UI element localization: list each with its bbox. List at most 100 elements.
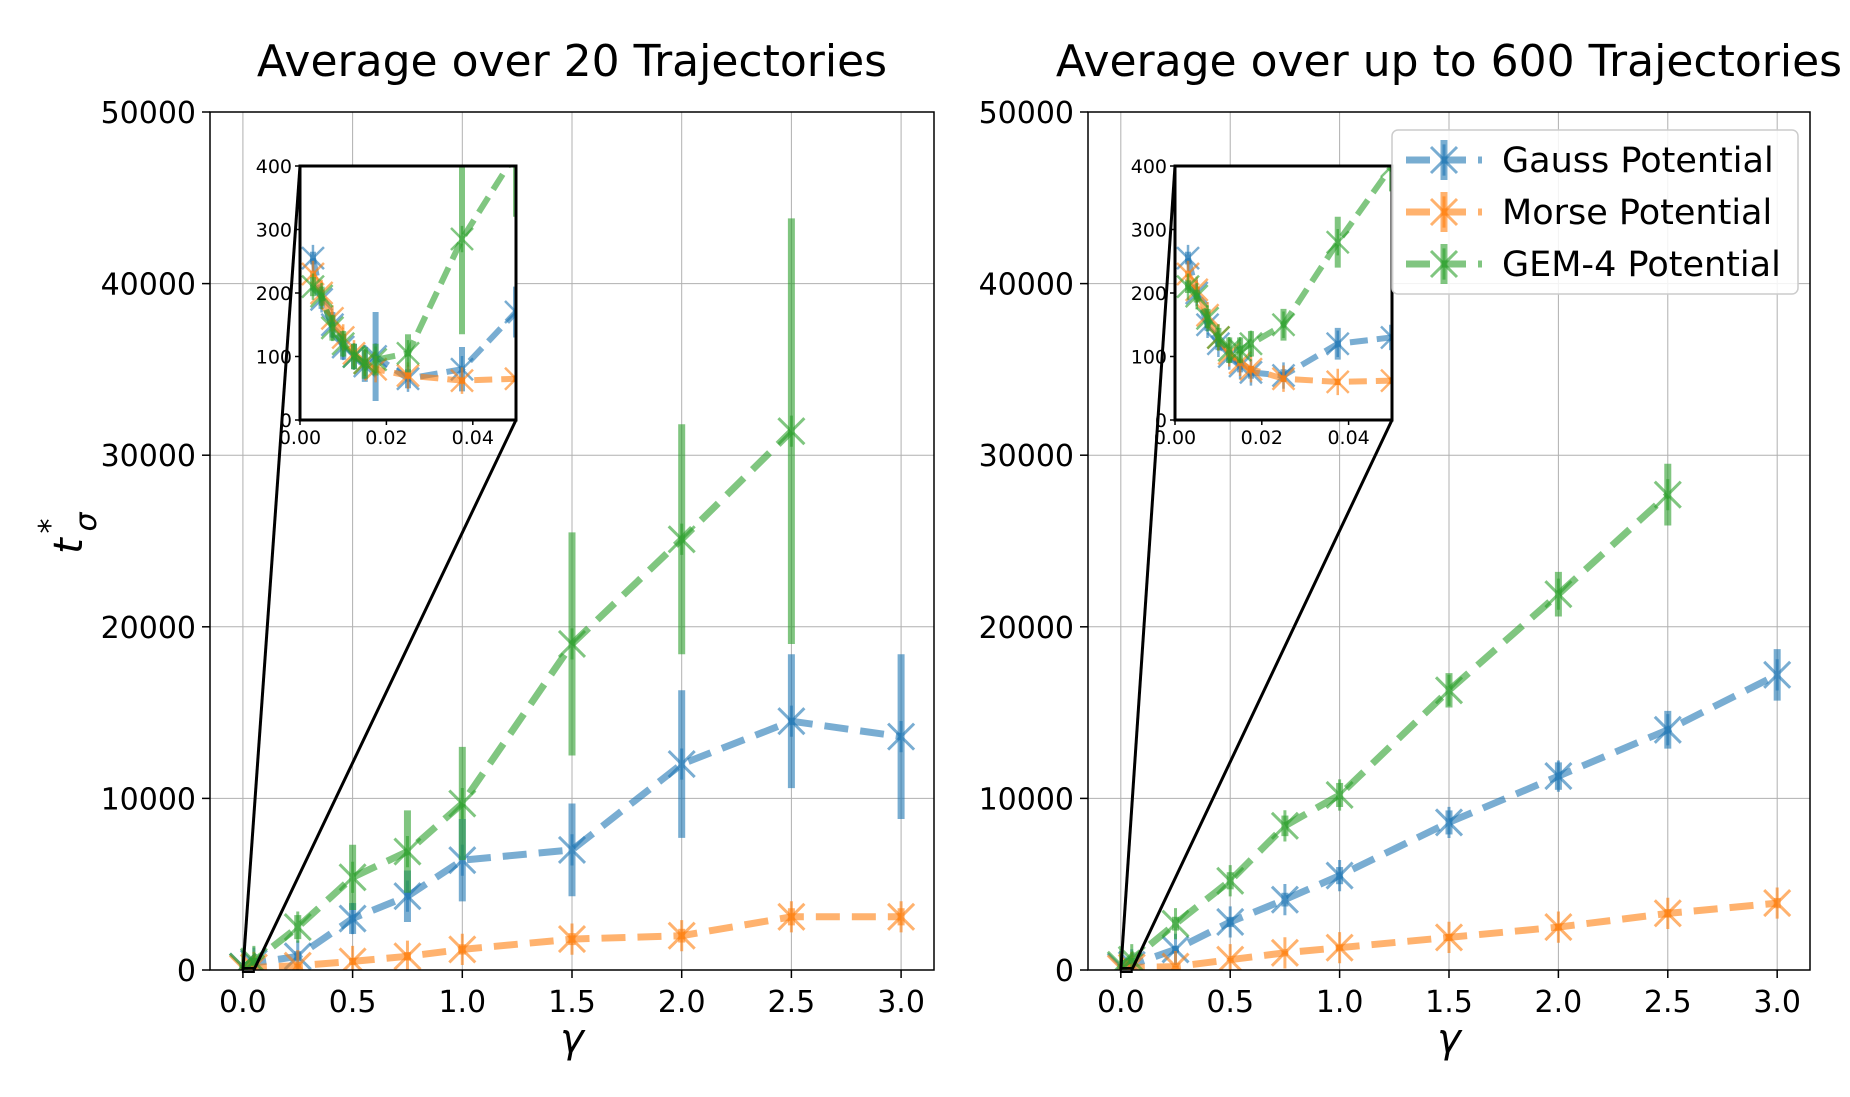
series-gauss-potential-marker: [1544, 760, 1573, 792]
y-tick-label: 50000: [979, 96, 1074, 131]
inset-y-tick-label: 300: [1131, 220, 1167, 242]
series-morse-potential-marker: [777, 901, 806, 933]
inset-series-gem-4-potential-line: [1185, 166, 1392, 354]
inset-series-gem-4-potential-marker: [320, 314, 345, 342]
series-gem-4-potential-marker: [448, 787, 477, 820]
zoom-connector: [252, 419, 518, 971]
legend-swatch-marker: [1429, 248, 1459, 280]
inset-series-morse-potential-marker: [1325, 368, 1350, 396]
inset-series-morse-potential-marker: [1380, 367, 1392, 394]
series-morse-potential-marker: [1325, 932, 1354, 964]
legend-label: GEM-4 Potential: [1502, 245, 1781, 285]
inset-series-gem-4-potential-marker: [1228, 336, 1252, 364]
series-morse-potential-marker: [283, 950, 312, 970]
inset-axes: 0.00 0.02 0.04 0 100 200 300 400: [1131, 156, 1394, 449]
y-tick-label: 20000: [979, 611, 1074, 646]
series-morse-potential-marker: [557, 923, 587, 955]
series-gem-4-potential-marker: [283, 911, 312, 943]
series-gem-4-potential-marker: [338, 861, 367, 893]
inset-series-gem-4-potential-marker: [331, 330, 356, 357]
inset-series-gem-4-potential-marker: [1184, 282, 1209, 310]
y-tick-label: 10000: [979, 782, 1074, 817]
series-morse-potential-marker: [667, 920, 696, 952]
series-gauss-potential-marker: [1763, 659, 1792, 691]
x-tick-label: 1.5: [1425, 985, 1473, 1020]
inset-x-tick-label: 0.00: [1154, 427, 1196, 449]
series-morse-potential-marker: [1270, 937, 1299, 969]
chart-panel-1: 0.0 0.5 1.0 1.5 2.0 2.5 3.0 0 10000 20000 30000 400…: [33, 36, 935, 1062]
inset-series-gem-4-potential-line: [310, 166, 512, 367]
x-tick-label: 3.0: [1753, 985, 1801, 1020]
series-gem-4-potential-line: [241, 428, 794, 970]
zoom-connector: [1119, 165, 1177, 971]
series-gauss-potential-line: [241, 717, 902, 970]
zoom-region: [1119, 967, 1133, 973]
inset-x-tick-label: 0.02: [365, 427, 407, 449]
inset-y-tick-label: 200: [1131, 283, 1167, 305]
legend-swatch-marker: [1429, 144, 1459, 176]
legend-label: Gauss Potential: [1502, 141, 1774, 181]
series-gauss-potential-marker: [557, 834, 587, 866]
legend-entry-gauss-potential: Gauss Potential: [1406, 140, 1774, 181]
chart-title: Average over up to 600 Trajectories: [1056, 36, 1842, 87]
series-gem-4-potential-marker: [1270, 810, 1299, 842]
y-axis-label-sub: σ: [69, 512, 104, 532]
inset-y-tick-label: 300: [256, 220, 292, 242]
x-tick-label: 3.0: [877, 985, 925, 1020]
inset-series-gem-4-potential-marker: [514, 166, 516, 167]
series-morse-potential-marker: [448, 933, 477, 966]
series-gauss-potential-marker: [887, 721, 916, 753]
zoom-region: [241, 967, 255, 973]
inset-y-tick-label: 100: [256, 347, 292, 369]
series-gauss-potential-marker: [777, 705, 806, 737]
inset-series-gauss-potential-marker: [1380, 324, 1392, 351]
zoom-connector: [241, 165, 302, 971]
chart-panel-2: 0.0 0.5 1.0 1.5 2.0 2.5 3.0 0 10000 20000 30000 400…: [979, 36, 1843, 1062]
inset-series-gem-4-potential-marker: [396, 340, 420, 367]
y-tick-label: 30000: [101, 439, 196, 474]
y-tick-label: 40000: [979, 268, 1074, 303]
x-tick-label: 2.0: [1535, 985, 1583, 1020]
series-gem-4-potential-marker: [1544, 578, 1573, 610]
inset-series-group: [1176, 166, 1392, 396]
x-tick-label: 0.5: [329, 985, 377, 1020]
x-tick-label: 0.0: [1097, 985, 1145, 1020]
series-morse-potential-marker: [1434, 921, 1464, 953]
inset-series-gauss-potential-marker: [1325, 330, 1350, 357]
y-tick-label: 40000: [101, 268, 196, 303]
inset-series-gem-4-potential-marker: [1271, 311, 1296, 338]
series-gauss-potential-marker: [1653, 714, 1682, 746]
inset-y-tick-label: 100: [1131, 347, 1167, 369]
x-tick-label: 0.0: [219, 985, 267, 1020]
inset-series-gem-4-potential-marker: [450, 225, 474, 253]
legend-box: [1391, 129, 1799, 295]
x-tick-label: 2.5: [1644, 985, 1692, 1020]
series-morse-potential-marker: [1216, 944, 1245, 970]
y-tick-label: 0: [177, 954, 196, 989]
series-morse-potential-marker: [338, 945, 367, 970]
series-morse-potential-marker: [1653, 897, 1682, 929]
series-gauss-potential-marker: [1434, 806, 1464, 839]
series-gem-4-potential-marker: [1161, 908, 1190, 940]
series-morse-potential-line: [1120, 899, 1778, 970]
series-morse-potential-line: [242, 913, 902, 970]
x-tick-label: 2.0: [658, 985, 706, 1020]
series-gem-4-potential-marker: [557, 628, 587, 660]
inset-x-tick-label: 0.04: [452, 427, 494, 449]
inset-series-morse-potential-marker: [504, 365, 516, 392]
y-tick-label: 30000: [979, 439, 1074, 474]
legend-label: Morse Potential: [1502, 193, 1772, 233]
y-tick-label: 50000: [101, 96, 196, 131]
x-tick-label: 0.5: [1206, 985, 1254, 1020]
series-gauss-potential-marker: [667, 748, 696, 780]
legend-swatch-marker: [1429, 196, 1459, 228]
series-gauss-potential-marker: [1270, 884, 1299, 916]
x-axis-label: γ: [560, 1016, 586, 1062]
x-tick-label: 1.0: [438, 985, 486, 1020]
inset-series-morse-potential-marker: [1271, 365, 1296, 392]
x-tick-label: 1.5: [548, 985, 596, 1020]
inset-series-morse-potential-marker: [450, 367, 474, 394]
series-gauss-potential-marker: [1216, 906, 1245, 938]
series-gem-4-potential-marker: [1434, 674, 1464, 706]
